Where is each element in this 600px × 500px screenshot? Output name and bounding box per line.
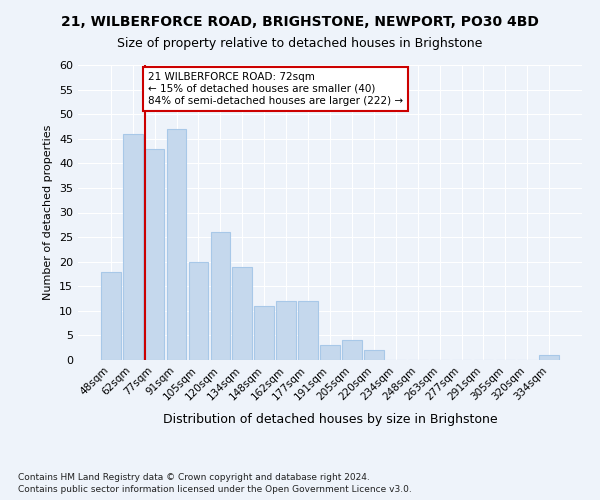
Bar bbox=[101, 272, 121, 360]
Bar bbox=[123, 134, 143, 360]
Text: Contains public sector information licensed under the Open Government Licence v3: Contains public sector information licen… bbox=[18, 485, 412, 494]
Bar bbox=[211, 232, 230, 360]
Bar bbox=[276, 301, 296, 360]
Text: Size of property relative to detached houses in Brighstone: Size of property relative to detached ho… bbox=[118, 38, 482, 51]
Bar bbox=[298, 301, 318, 360]
Bar bbox=[145, 148, 164, 360]
Bar bbox=[167, 129, 187, 360]
Bar bbox=[320, 345, 340, 360]
Text: 21, WILBERFORCE ROAD, BRIGHSTONE, NEWPORT, PO30 4BD: 21, WILBERFORCE ROAD, BRIGHSTONE, NEWPOR… bbox=[61, 15, 539, 29]
Text: Contains HM Land Registry data © Crown copyright and database right 2024.: Contains HM Land Registry data © Crown c… bbox=[18, 472, 370, 482]
Bar bbox=[232, 266, 252, 360]
Text: 21 WILBERFORCE ROAD: 72sqm
← 15% of detached houses are smaller (40)
84% of semi: 21 WILBERFORCE ROAD: 72sqm ← 15% of deta… bbox=[148, 72, 403, 106]
Bar bbox=[342, 340, 362, 360]
Bar bbox=[188, 262, 208, 360]
Bar bbox=[364, 350, 384, 360]
Y-axis label: Number of detached properties: Number of detached properties bbox=[43, 125, 53, 300]
Bar bbox=[539, 355, 559, 360]
X-axis label: Distribution of detached houses by size in Brighstone: Distribution of detached houses by size … bbox=[163, 413, 497, 426]
Bar bbox=[254, 306, 274, 360]
